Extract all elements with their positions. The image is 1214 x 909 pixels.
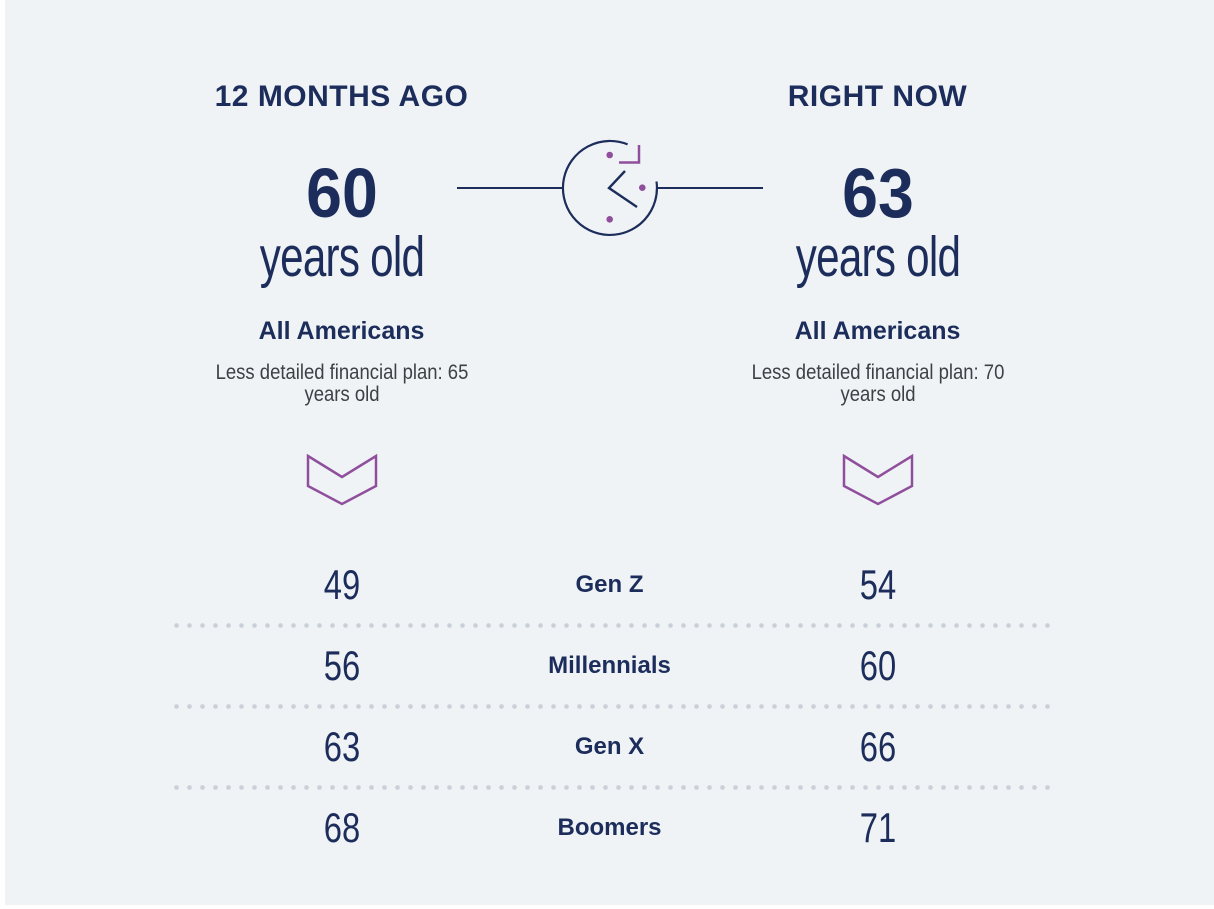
column-middle-spacer [514, 0, 706, 506]
clock-hands [606, 170, 638, 208]
past-age-value: 63 [323, 723, 360, 770]
generation-label: Gen Z [575, 571, 644, 598]
plan-note-now: Less detailed financial plan: 70 years o… [751, 361, 1004, 406]
comparison-section: 12 MONTHS AGO 60 years old All Americans… [170, 0, 1050, 506]
period-heading-past: 12 MONTHS AGO [214, 80, 469, 113]
rewind-arrowhead [618, 145, 640, 164]
current-age-value: 66 [859, 723, 896, 770]
chevron-down-icon [306, 453, 377, 506]
age-value-past: 60 [305, 154, 378, 232]
age-unit-now: years old [795, 225, 960, 289]
generation-label: Boomers [557, 814, 662, 841]
clock-dot-12 [605, 151, 613, 159]
generations-table: 49 Gen Z 54 56 Millennials 60 63 Gen X 6… [169, 547, 1050, 866]
table-row-gen-x: 63 Gen X 66 [170, 709, 1050, 785]
dotted-separator [169, 623, 1050, 628]
past-age-value: 68 [323, 804, 360, 851]
chevron-wrap-past [170, 453, 514, 506]
past-age-value: 56 [323, 642, 360, 689]
column-12-months-ago: 12 MONTHS AGO 60 years old All Americans… [170, 0, 514, 506]
clock-dot-6 [605, 216, 613, 223]
age-value-now: 63 [841, 154, 914, 232]
chevron-down-icon [842, 453, 913, 506]
clock-dot-3 [638, 184, 646, 191]
current-age-value: 60 [859, 642, 896, 689]
past-age-value: 49 [323, 561, 360, 608]
chevron-down-outline [306, 453, 377, 506]
dotted-separator [169, 785, 1050, 790]
plan-note-past: Less detailed financial plan: 65 years o… [215, 361, 468, 406]
table-row-boomers: 68 Boomers 71 [170, 790, 1050, 866]
group-label-now: All Americans [794, 317, 961, 345]
current-age-value: 71 [859, 804, 896, 851]
table-row-millennials: 56 Millennials 60 [170, 628, 1050, 704]
chevron-wrap-now [706, 453, 1050, 506]
age-unit-past: years old [259, 225, 424, 289]
current-age-value: 54 [859, 561, 896, 608]
chevron-down-outline [842, 453, 913, 506]
content-area: 12 MONTHS AGO 60 years old All Americans… [169, 0, 1050, 905]
clock-tick-dots [605, 151, 646, 223]
column-right-now: RIGHT NOW 63 years old All Americans Les… [706, 0, 1050, 506]
generation-label: Gen X [574, 733, 645, 760]
group-label-past: All Americans [258, 317, 425, 345]
dotted-separator [169, 704, 1050, 709]
period-heading-now: RIGHT NOW [787, 80, 968, 113]
clock-face-circle [561, 139, 658, 237]
clock-rewind-icon [456, 139, 763, 237]
table-row-gen-z: 49 Gen Z 54 [170, 547, 1050, 623]
generation-label: Millennials [548, 652, 671, 679]
infographic-panel: 12 MONTHS AGO 60 years old All Americans… [5, 0, 1214, 905]
